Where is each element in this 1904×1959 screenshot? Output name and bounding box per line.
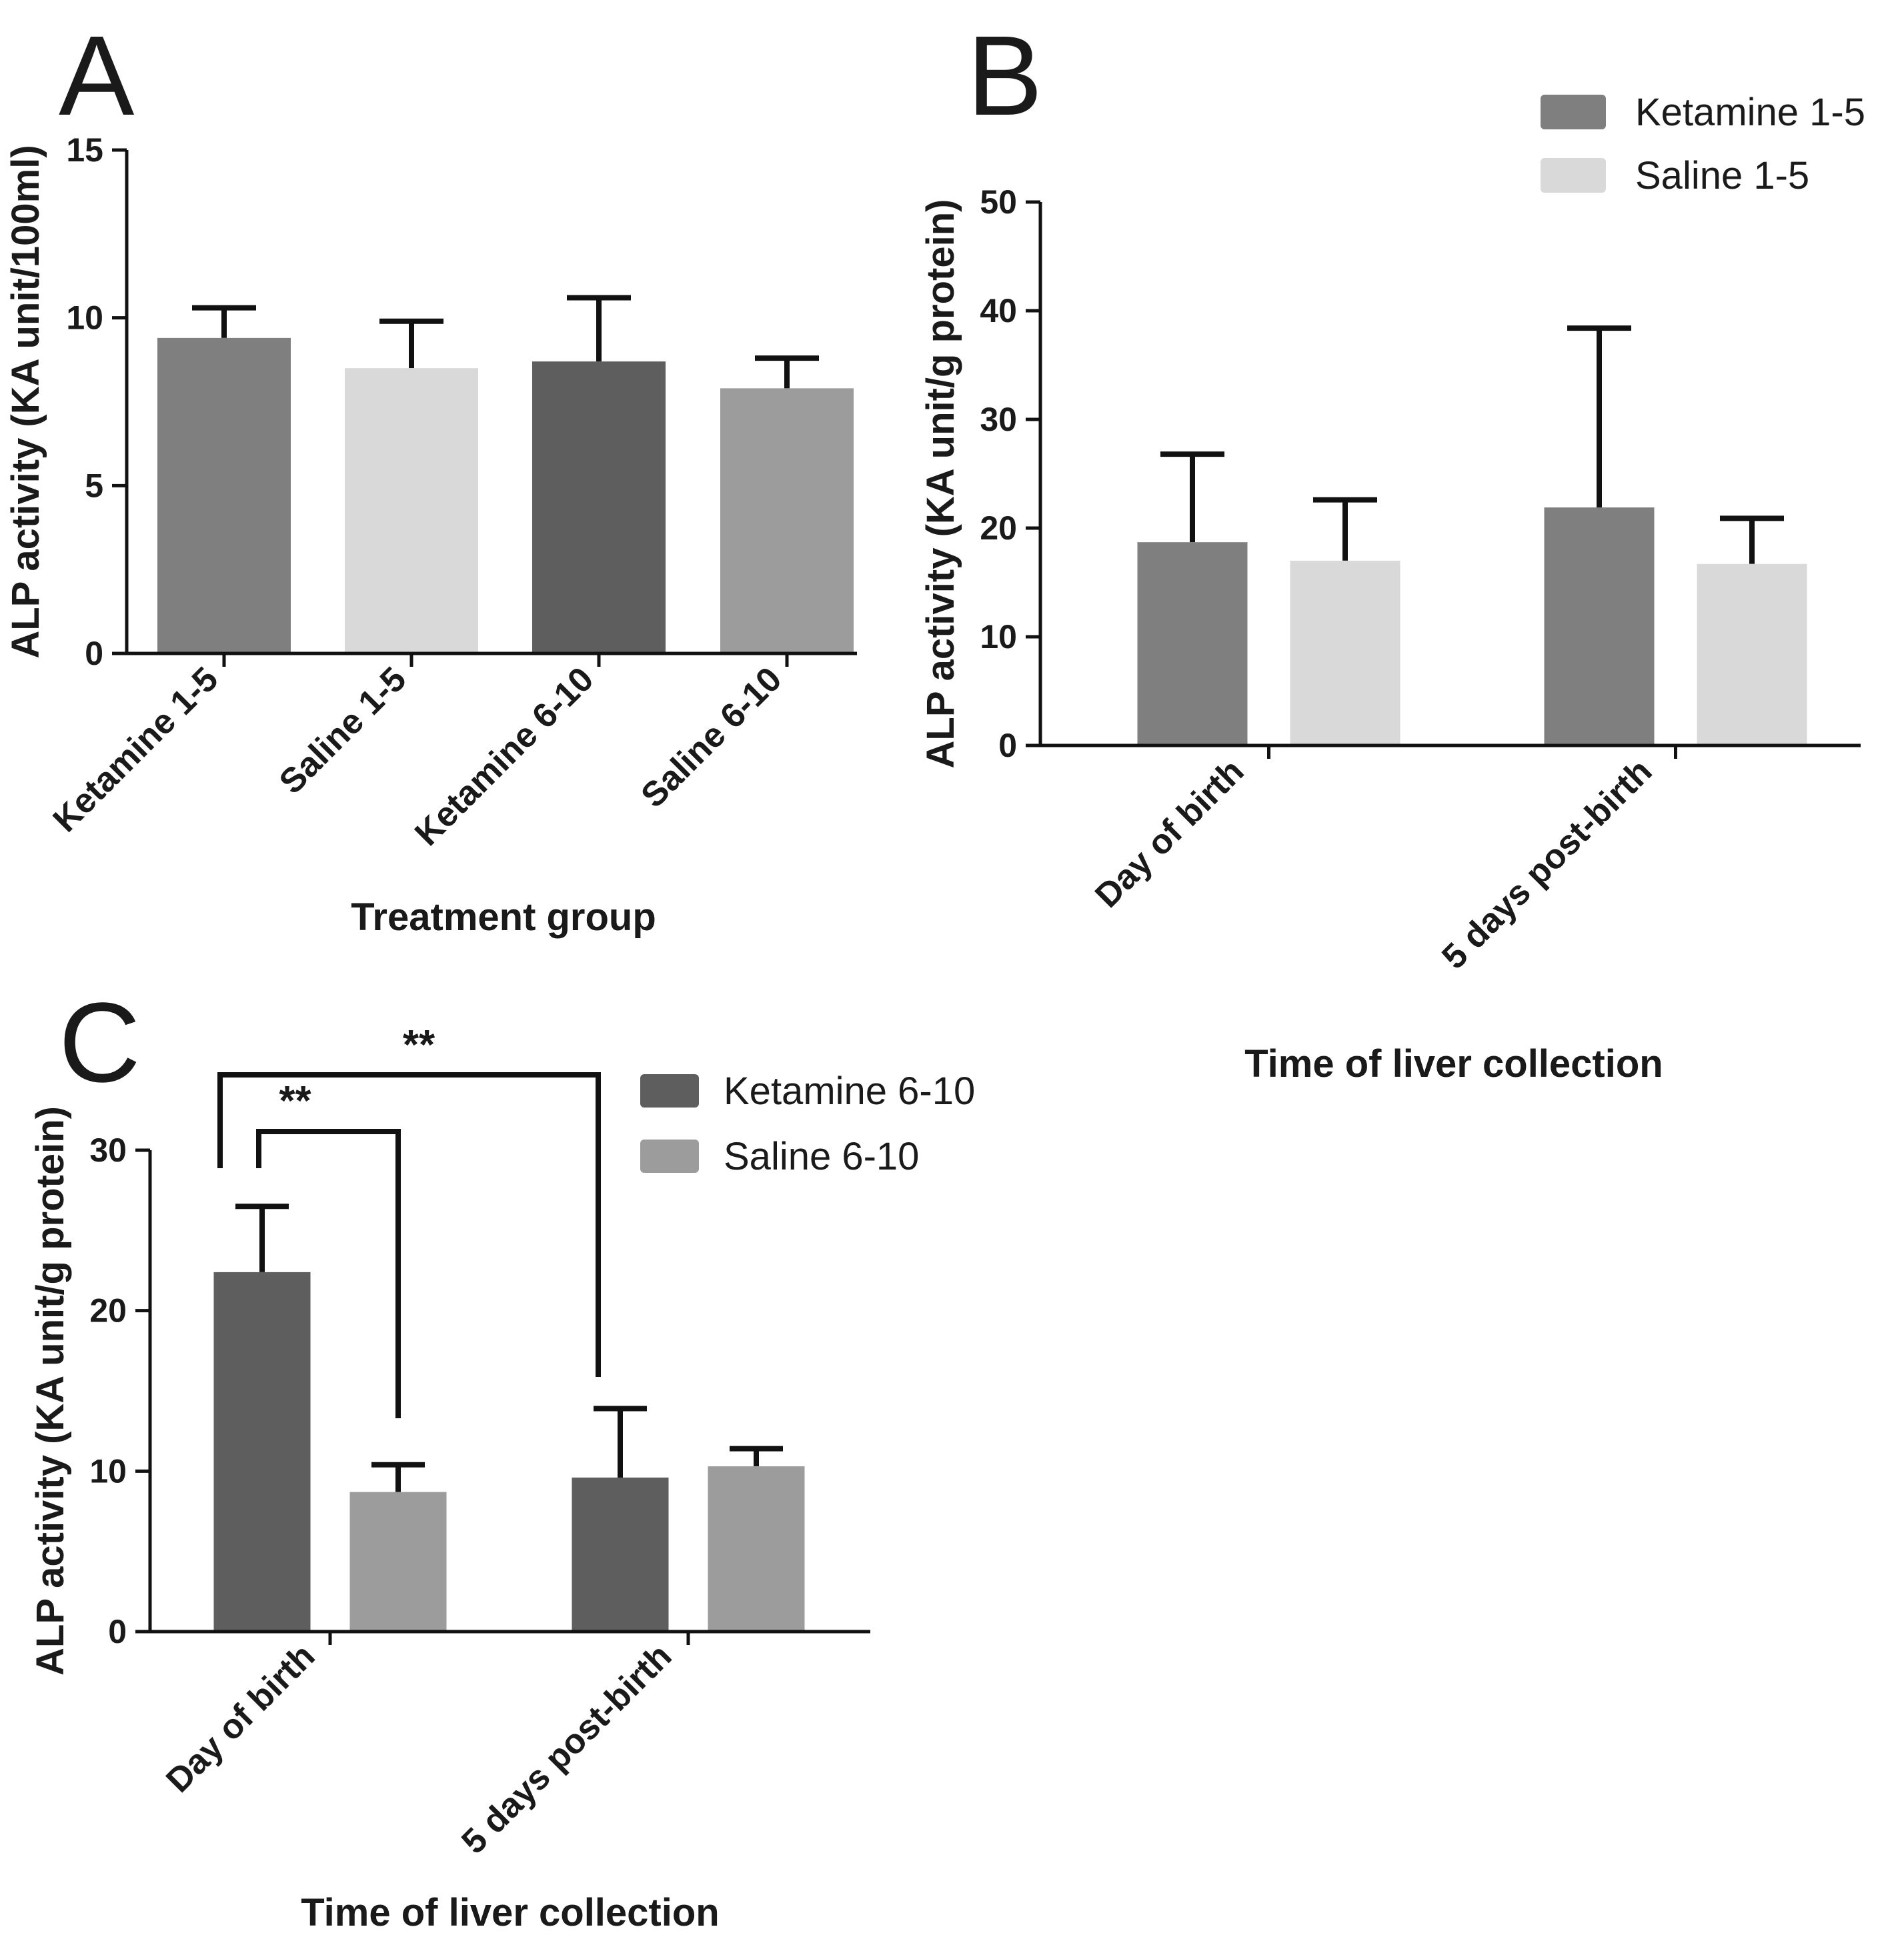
- panel-c: C 0 10 20 30 Day of birth 5 days post-birth AL…: [29, 979, 975, 1934]
- bar: [213, 1272, 311, 1632]
- x-axis-title: Treatment group: [351, 895, 656, 939]
- bar: [1697, 563, 1807, 745]
- x-category-label: Saline 6-10: [634, 659, 789, 815]
- panel-c-letter: C: [59, 979, 141, 1106]
- y-tick-label: 50: [980, 183, 1017, 221]
- y-tick-label: 30: [89, 1132, 127, 1169]
- y-tick-label: 5: [85, 467, 103, 504]
- x-category-label: Day of birth: [159, 1636, 322, 1800]
- x-axis-title: Time of liver collection: [301, 1891, 719, 1934]
- y-tick-label: 15: [66, 131, 103, 169]
- legend-swatch: [1541, 95, 1606, 129]
- y-tick-label: 20: [89, 1292, 127, 1330]
- legend-swatch: [640, 1140, 699, 1173]
- panel-b: B 0 10 20 30 40 50 Day of birth 5 days post-bir…: [919, 13, 1865, 1086]
- x-category-label: 5 days post-birth: [1435, 751, 1659, 976]
- significance-label: **: [403, 1022, 435, 1068]
- y-axis-title: ALP activity (KA unit/g protein): [919, 199, 962, 769]
- y-tick-label: 10: [66, 299, 103, 337]
- bar: [1290, 560, 1400, 745]
- significance-label: **: [279, 1078, 311, 1124]
- bar: [349, 1492, 447, 1632]
- legend-swatch: [1541, 158, 1606, 193]
- bar: [708, 1466, 805, 1632]
- x-category-label: Saline 1-5: [272, 659, 414, 801]
- legend-swatch: [640, 1074, 699, 1108]
- panel-b-letter: B: [967, 13, 1042, 139]
- bar: [1137, 542, 1248, 745]
- bar: [572, 1477, 669, 1632]
- x-category-label: 5 days post-birth: [454, 1636, 679, 1861]
- y-tick-label: 30: [980, 401, 1017, 438]
- legend-label: Ketamine 6-10: [724, 1070, 975, 1113]
- bar: [1544, 507, 1655, 745]
- x-category-label: Ketamine 6-10: [407, 659, 601, 853]
- significance-bracket: [217, 1072, 601, 1377]
- bar: [532, 361, 666, 653]
- x-category-label: Day of birth: [1088, 751, 1251, 915]
- y-axis-title: ALP activity (KA unit/100ml): [4, 145, 47, 658]
- x-category-label: Ketamine 1-5: [46, 659, 226, 839]
- y-tick-label: 40: [980, 292, 1017, 329]
- y-tick-label: 10: [89, 1452, 127, 1490]
- y-tick-label: 10: [980, 618, 1017, 655]
- y-tick-label: 0: [108, 1613, 127, 1650]
- x-axis-title: Time of liver collection: [1244, 1042, 1663, 1086]
- bar: [720, 388, 854, 653]
- y-tick-label: 0: [998, 727, 1017, 764]
- bar: [157, 337, 291, 653]
- bar: [345, 368, 478, 653]
- legend-label: Ketamine 1-5: [1635, 91, 1865, 134]
- panel-a-letter: A: [59, 13, 135, 139]
- y-axis-title: ALP activity (KA unit/g protein): [29, 1106, 72, 1676]
- y-tick-label: 20: [980, 509, 1017, 547]
- significance-bracket: [256, 1129, 401, 1418]
- legend-label: Saline 6-10: [724, 1135, 919, 1178]
- y-tick-label: 0: [85, 635, 103, 672]
- legend-label: Saline 1-5: [1635, 154, 1809, 197]
